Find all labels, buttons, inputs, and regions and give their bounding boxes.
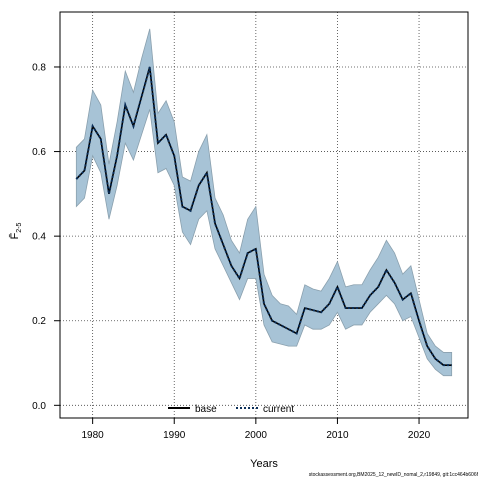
x-tick-label: 2010 bbox=[326, 430, 349, 441]
x-tick-label: 1990 bbox=[163, 430, 186, 441]
grid bbox=[60, 12, 468, 418]
y-axis: 0.0 0.2 0.4 0.6 0.8 bbox=[32, 62, 60, 412]
plot-frame bbox=[59, 11, 469, 419]
legend-current-label: current bbox=[263, 404, 294, 415]
series-line-current bbox=[75, 66, 452, 367]
y-tick-label: 0.8 bbox=[32, 62, 46, 73]
y-tick-label: 0.2 bbox=[32, 316, 46, 327]
x-tick-label: 1980 bbox=[82, 430, 105, 441]
y-axis-title: F̄2-5 bbox=[8, 222, 23, 239]
legend: base current bbox=[168, 404, 294, 415]
x-axis-title: Years bbox=[250, 458, 278, 470]
y-tick-label: 0.0 bbox=[32, 401, 46, 412]
x-tick-label: 2000 bbox=[245, 430, 268, 441]
confidence-band-layer bbox=[75, 28, 453, 377]
y-tick-label: 0.4 bbox=[32, 232, 46, 243]
x-axis: 1980 1990 2000 2010 2020 bbox=[82, 418, 431, 441]
legend-base-label: base bbox=[195, 404, 217, 415]
y-axis-title-main: F̄ bbox=[8, 232, 21, 239]
x-tick-label: 2020 bbox=[408, 430, 431, 441]
series-layer bbox=[75, 66, 452, 367]
confidence-band bbox=[75, 28, 453, 377]
y-axis-title-subscript: 2-5 bbox=[16, 222, 23, 232]
y-tick-label: 0.6 bbox=[32, 147, 46, 158]
footer-source: stockassessment.org,BM2025_12_newID_noma… bbox=[308, 472, 478, 478]
